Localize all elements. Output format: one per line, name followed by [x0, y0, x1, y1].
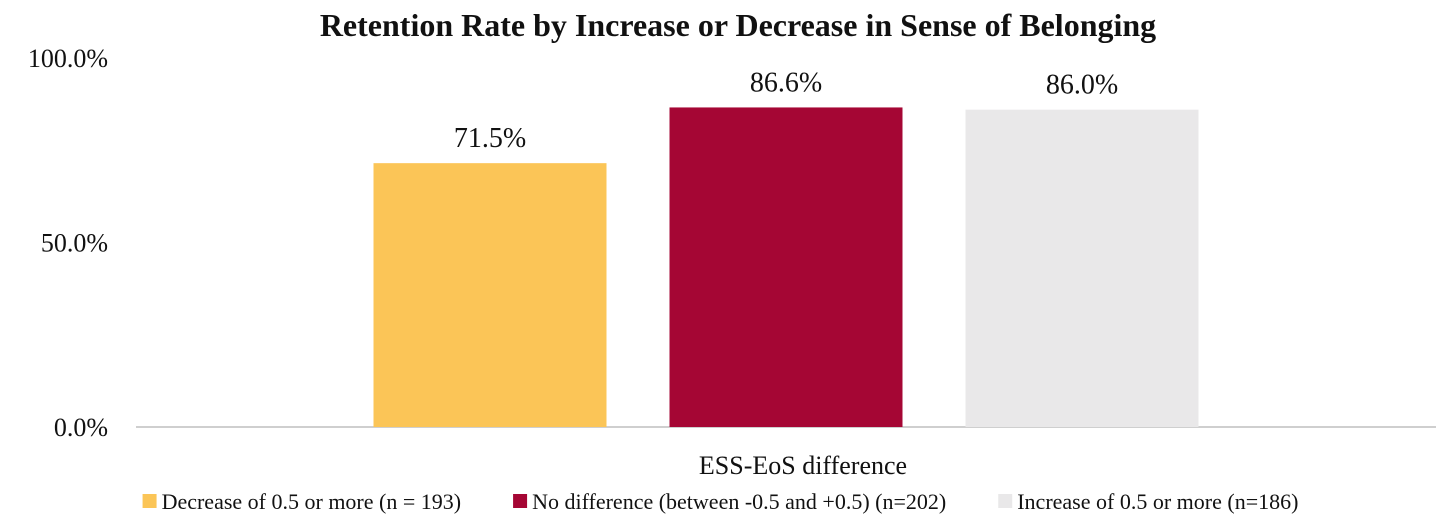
y-tick-label: 100.0%: [28, 44, 108, 73]
bar: [669, 107, 903, 428]
bar-group: [373, 107, 1199, 428]
legend-swatch: [513, 494, 528, 508]
legend-swatch: [998, 494, 1013, 508]
legend-label: Increase of 0.5 or more (n=186): [1017, 489, 1298, 514]
data-label: 86.0%: [1046, 70, 1118, 101]
legend-swatch: [142, 494, 157, 508]
legend-item: Decrease of 0.5 or more (n = 193): [142, 489, 462, 514]
data-label: 86.6%: [750, 67, 822, 98]
legend-item: Increase of 0.5 or more (n=186): [998, 489, 1298, 514]
data-labels: 71.5% 86.6% 86.0%: [454, 67, 1118, 154]
bar: [965, 109, 1199, 427]
legend-label: Decrease of 0.5 or more (n = 193): [162, 489, 462, 514]
x-axis-title: ESS-EoS difference: [699, 451, 907, 480]
legend-item: No difference (between -0.5 and +0.5) (n…: [513, 489, 946, 514]
data-label: 71.5%: [454, 123, 526, 154]
chart-title: Retention Rate by Increase or Decrease i…: [320, 7, 1156, 43]
legend-label: No difference (between -0.5 and +0.5) (n…: [532, 489, 946, 514]
y-tick-label: 0.0%: [54, 413, 108, 442]
y-axis-ticks: 0.0% 50.0% 100.0%: [28, 44, 108, 442]
bar: [373, 163, 607, 428]
y-tick-label: 50.0%: [41, 229, 108, 258]
legend: Decrease of 0.5 or more (n = 193) No diff…: [142, 489, 1298, 514]
